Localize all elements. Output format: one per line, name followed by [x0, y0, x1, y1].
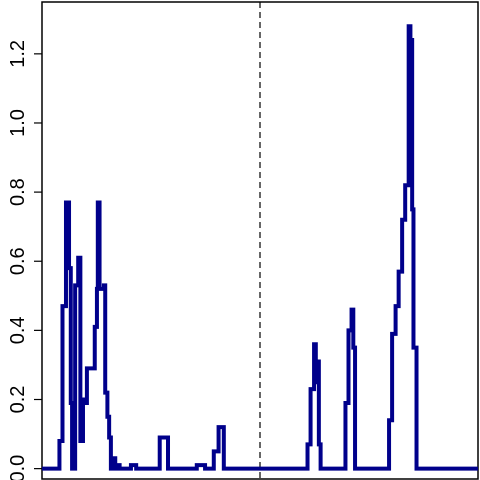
- y-tick-label: 0.8: [7, 178, 29, 206]
- y-tick-label: 1.2: [7, 40, 29, 68]
- y-tick-label: 0.4: [7, 316, 29, 344]
- y-tick-label: 0.0: [7, 455, 29, 480]
- y-tick-label: 0.2: [7, 386, 29, 414]
- y-tick-label: 1.0: [7, 109, 29, 137]
- y-tick-label: 0.6: [7, 247, 29, 275]
- series-line: [42, 24, 478, 471]
- y-axis: 0.0 0.2 0.4 0.6 0.8 1.0 1.2: [7, 40, 42, 480]
